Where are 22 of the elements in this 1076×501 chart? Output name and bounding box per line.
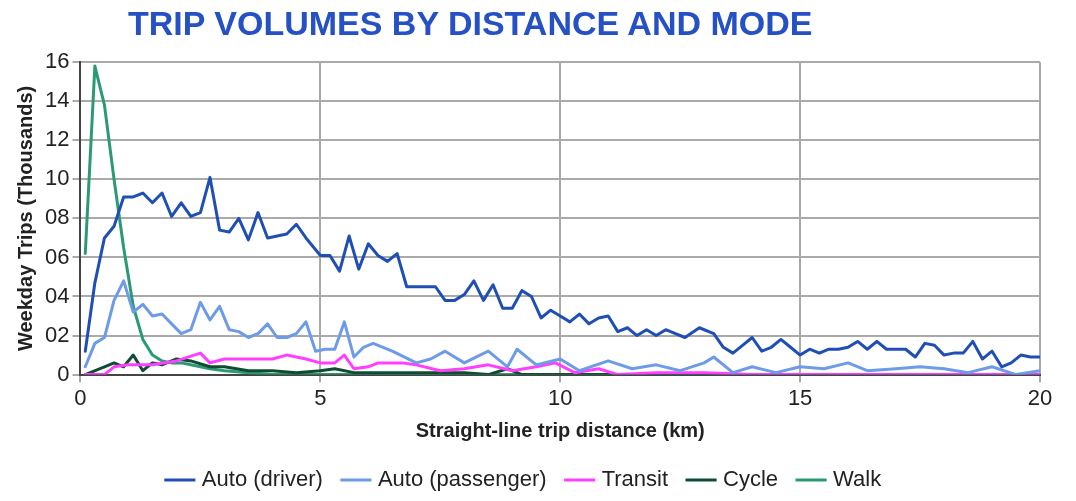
y-tick-label: 12 [44,126,70,152]
x-tick-label: 0 [74,384,87,410]
y-tick-label: 0 [57,360,70,386]
x-tick-label: 5 [314,384,327,410]
legend-label: Walk [833,466,883,492]
chart-title: TRIP VOLUMES BY DISTANCE AND MODE [127,3,814,44]
y-tick-label: 04 [44,282,70,308]
legend-label: Cycle [723,466,779,492]
x-tick-label: 20 [1027,384,1053,410]
y-tick-label: 14 [44,87,70,113]
y-tick-label: 10 [44,165,70,191]
legend-label: Auto (passenger) [377,466,547,492]
y-tick-label: 02 [44,321,70,347]
legend-label: Transit [601,466,669,492]
y-tick-label: 16 [44,48,70,74]
y-tick-label: 06 [44,243,70,269]
x-axis-title: Straight-line trip distance (km) [415,418,705,441]
x-tick-label: 10 [547,384,573,410]
legend-label: Auto (driver) [201,466,323,492]
y-axis-title: Weekday Trips (Thousands) [13,85,36,352]
x-tick-label: 15 [787,384,813,410]
y-tick-label: 08 [44,204,70,230]
